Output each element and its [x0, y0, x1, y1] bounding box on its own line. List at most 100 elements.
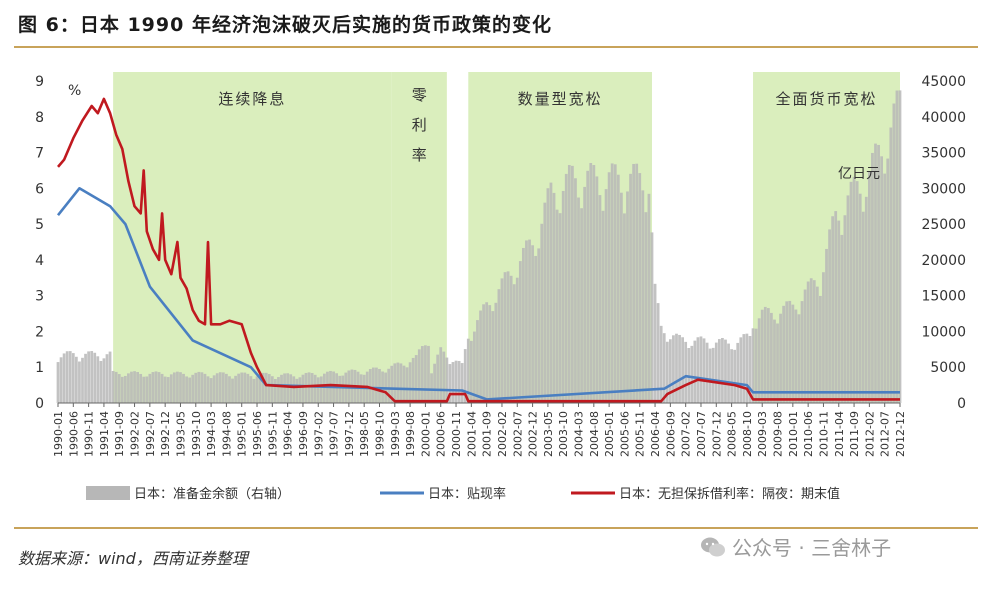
- x-tick-label: 2004-03: [573, 411, 586, 457]
- reserve-bar: [610, 163, 614, 403]
- reserve-bar: [234, 375, 237, 403]
- x-tick-label: 2005-11: [634, 411, 647, 457]
- reserve-bar: [179, 372, 182, 403]
- reserve-bar: [148, 373, 152, 403]
- reserve-bar: [460, 363, 464, 403]
- reserve-bar: [209, 378, 213, 403]
- right-tick-label: 15000: [921, 289, 966, 305]
- reserve-bar: [396, 362, 400, 403]
- reserve-bar: [512, 284, 516, 403]
- x-tick-label: 2006-04: [649, 411, 662, 457]
- reserve-bar: [522, 247, 525, 403]
- reserve-bar: [886, 158, 890, 403]
- reserve-bar: [114, 371, 118, 403]
- x-tick-label: 1990-06: [67, 411, 80, 457]
- reserve-bar: [246, 373, 250, 403]
- reserve-bar: [387, 368, 391, 403]
- reserve-bar: [791, 304, 795, 403]
- reserve-bar: [451, 362, 455, 403]
- reserve-bar: [93, 352, 97, 403]
- x-tick-label: 2010-06: [802, 411, 815, 457]
- reserve-bar: [280, 374, 283, 403]
- reserve-bar: [117, 374, 121, 403]
- x-tick-label: 1996-09: [297, 411, 310, 457]
- reserve-bar: [537, 248, 541, 403]
- reserve-bar: [120, 376, 124, 403]
- reserve-bar: [319, 376, 323, 403]
- reserve-bar: [675, 333, 678, 403]
- reserve-bar: [427, 345, 430, 403]
- x-tick-label: 2010-01: [787, 411, 800, 457]
- reserve-bar: [163, 376, 167, 403]
- x-tick-label: 1999-08: [404, 411, 417, 457]
- reserve-bar: [74, 356, 78, 403]
- period-label: 数量型宽松: [518, 90, 603, 108]
- reserve-bar: [601, 210, 605, 403]
- x-tick-label: 2005-06: [618, 411, 631, 457]
- x-tick-label: 2000-06: [435, 411, 448, 457]
- reserve-bar: [182, 373, 185, 403]
- x-tick-label: 2008-10: [741, 411, 754, 457]
- reserve-bar: [212, 375, 216, 403]
- reserve-bar: [693, 340, 697, 403]
- right-tick-label: 5000: [930, 360, 966, 376]
- left-tick-label: 3: [35, 289, 44, 305]
- reserve-bar: [797, 314, 801, 403]
- reserve-bar: [203, 373, 207, 403]
- reserve-bar: [632, 163, 635, 403]
- reserve-bar: [518, 261, 522, 403]
- x-tick-label: 2012-12: [894, 411, 907, 457]
- reserve-bar: [736, 342, 740, 403]
- reserve-bar: [828, 229, 831, 403]
- reserve-bar: [742, 334, 746, 403]
- reserve-bar: [503, 272, 507, 403]
- reserve-bar: [424, 345, 427, 403]
- reserve-bar: [368, 368, 372, 403]
- reserve-bar: [822, 272, 825, 403]
- x-tick-label: 2012-02: [863, 411, 876, 457]
- reserve-bar: [770, 312, 773, 403]
- reserve-bar: [773, 319, 776, 403]
- reserve-bar: [702, 338, 706, 403]
- reserve-bar: [696, 337, 700, 403]
- legend-label: 日本：贴现率: [428, 486, 506, 502]
- top-divider: [14, 46, 978, 48]
- reserve-bar: [727, 343, 730, 403]
- reserve-bar: [433, 363, 436, 403]
- reserve-bar: [656, 303, 660, 403]
- x-tick-label: 1999-03: [389, 411, 402, 457]
- reserve-bar: [200, 372, 204, 403]
- reserve-bar: [760, 309, 764, 403]
- chart-title: 图 6：日本 1990 年经济泡沫破灭后实施的货币政策的变化: [18, 14, 552, 36]
- reserve-bar: [751, 328, 755, 403]
- reserve-bar: [240, 372, 244, 403]
- reserve-bar: [463, 349, 467, 403]
- reserve-bar: [304, 372, 308, 403]
- reserve-bar: [157, 372, 161, 403]
- reserve-bar: [889, 127, 893, 404]
- x-tick-label: 2008-05: [726, 411, 739, 457]
- x-tick-label: 2003-05: [542, 411, 555, 457]
- x-tick-label: 2009-03: [756, 411, 769, 457]
- reserve-bar: [316, 377, 320, 403]
- right-tick-label: 30000: [921, 181, 966, 197]
- left-axis-unit: %: [68, 83, 81, 99]
- reserve-bar: [574, 178, 577, 403]
- x-tick-label: 1993-10: [190, 411, 203, 457]
- x-tick-label: 2011-04: [833, 411, 846, 457]
- period-label: 全面货币宽松: [776, 90, 878, 108]
- reserve-bar: [185, 376, 188, 403]
- reserve-bar: [604, 189, 608, 403]
- reserve-bar: [439, 347, 443, 403]
- reserve-bar: [592, 165, 596, 403]
- reserve-bar: [430, 373, 433, 403]
- reserve-bar: [127, 373, 130, 403]
- x-tick-label: 2002-12: [527, 411, 540, 457]
- reserve-bar: [733, 349, 737, 403]
- x-tick-label: 1994-03: [205, 411, 218, 457]
- x-tick-label: 1997-12: [343, 411, 356, 457]
- right-tick-label: 10000: [921, 324, 966, 340]
- reserve-bar: [705, 342, 709, 403]
- x-tick-label: 1995-06: [251, 411, 264, 457]
- reserve-bar: [583, 186, 587, 403]
